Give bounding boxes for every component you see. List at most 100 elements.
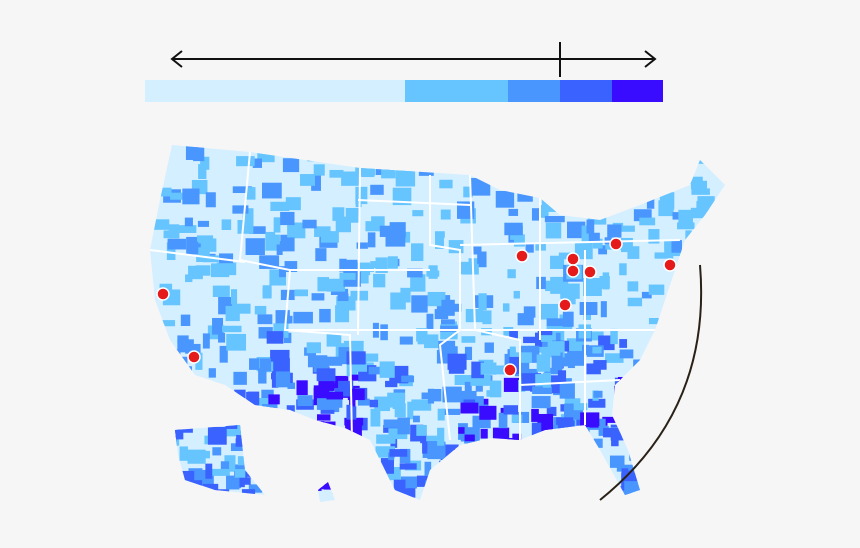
county-patch [195,265,211,276]
county-patch [536,276,546,290]
county-patch [464,434,475,442]
county-patch [379,361,395,378]
county-patch [504,222,523,236]
county-patch [557,456,565,467]
county-patch [394,403,406,418]
county-patch [567,162,581,179]
county-patch [699,460,707,476]
county-patch [266,331,284,344]
county-patch [156,417,173,424]
county-patch [654,252,674,259]
county-patch [677,445,690,453]
county-patch [731,306,746,313]
county-patch [705,236,725,253]
county-patch [170,358,184,370]
county-patch [197,220,210,227]
county-patch [691,188,710,195]
county-patch [673,410,688,417]
county-patch [509,346,516,362]
county-patch [457,505,473,516]
county-patch [503,439,519,456]
county-patch [619,339,628,348]
county-patch [588,398,606,408]
county-patch [585,459,600,476]
city-dot [583,265,597,279]
county-patch [711,309,725,316]
county-patch [616,464,635,472]
county-patch [650,357,670,375]
county-patch [442,408,461,415]
county-patch [275,371,291,388]
county-patch [549,451,565,463]
county-patch [541,152,556,162]
county-patch [583,278,602,296]
county-patch [668,367,687,385]
county-patch [619,421,627,436]
county-patch [295,493,304,502]
county-patch [497,145,511,151]
county-patch [545,222,562,239]
county-patch [374,396,391,412]
county-patch [399,463,417,470]
county-patch [175,397,193,413]
county-patch [150,455,171,470]
county-patch [271,370,279,388]
county-patch [558,492,565,502]
county-patch [679,444,695,461]
county-patch [341,463,362,474]
county-patch [735,376,752,391]
county-patch [511,414,523,423]
county-patch [262,434,277,447]
county-patch [286,477,296,485]
county-patch [539,303,558,320]
county-patch [307,154,316,162]
county-patch [626,145,641,160]
county-patch [704,471,723,482]
county-patch [231,289,238,305]
county-patch [475,396,484,412]
county-patch [693,434,704,446]
county-patch [247,210,254,221]
county-patch [581,225,589,244]
county-patch [242,477,251,485]
county-patch [698,415,708,432]
county-patch [152,320,165,338]
county-patch [448,488,469,502]
county-patch [607,184,625,201]
county-patch [304,463,323,482]
county-patch [286,405,295,416]
county-patch [711,159,719,169]
county-patch [205,192,216,208]
county-patch [585,504,598,511]
county-patch [193,397,201,408]
county-patch [432,504,450,517]
county-patch [358,447,365,460]
county-patch [262,414,274,428]
county-patch [531,208,540,221]
county-patch [150,350,155,369]
county-patch [323,472,343,490]
county-patch [688,176,703,185]
county-patch [546,318,567,327]
county-patch [637,174,650,192]
county-patch [722,420,725,429]
county-patch [534,458,554,471]
county-patch [332,207,345,221]
county-patch [162,462,175,474]
county-patch [202,483,219,494]
county-patch [427,388,435,404]
county-patch [664,488,680,501]
county-patch [168,434,177,452]
county-patch [702,346,721,353]
county-patch [397,417,410,435]
city-dot [187,350,201,364]
county-patch [316,421,336,437]
county-patch [296,380,308,396]
county-patch [287,225,301,238]
county-patch [158,385,171,399]
county-patch [619,349,634,359]
county-patch [169,484,180,496]
county-patch [284,261,298,273]
county-patch [546,406,557,417]
county-patch [189,269,203,280]
